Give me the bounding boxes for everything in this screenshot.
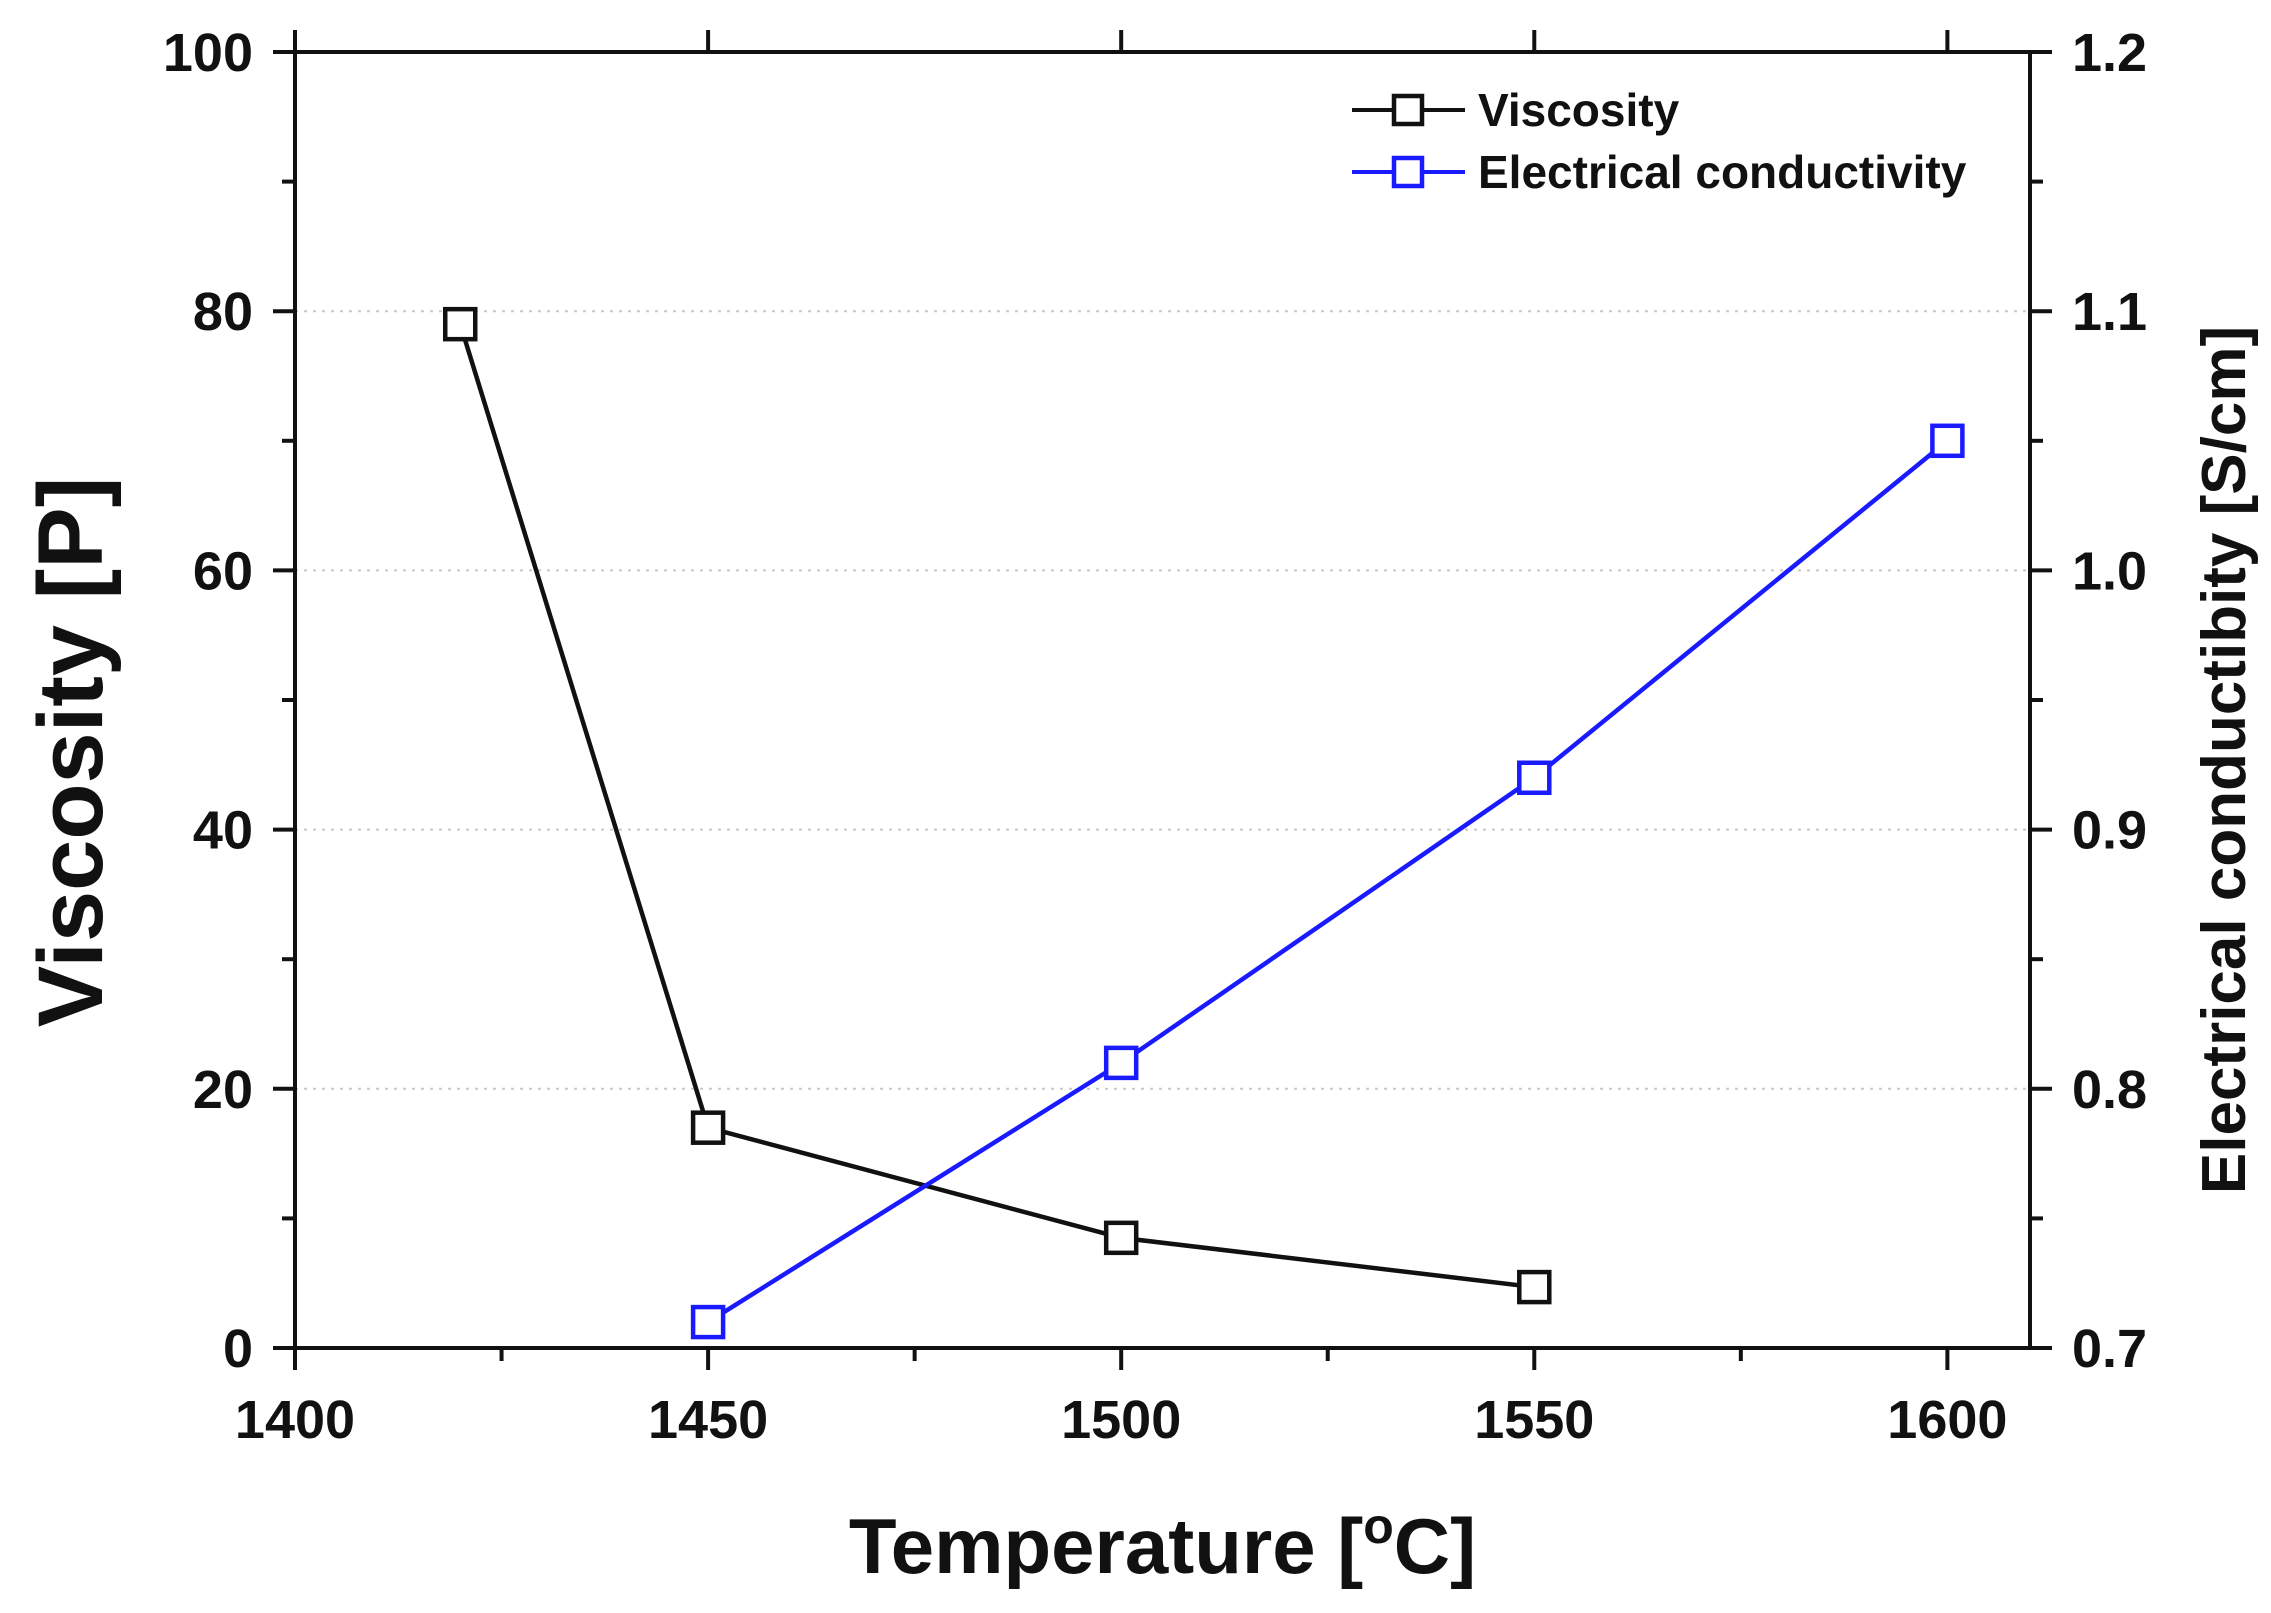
x-tick-label: 1400	[235, 1390, 355, 1450]
x-axis-title-end: C]	[1394, 1502, 1476, 1590]
data-point-electrical-conductivity	[1517, 760, 1552, 796]
right-y-tick-label: 1.0	[2072, 541, 2147, 601]
left-y-tick-label: 20	[193, 1060, 253, 1120]
x-tick-label: 1450	[648, 1390, 768, 1450]
data-point-viscosity	[1517, 1269, 1552, 1305]
x-axis-title-superscript: o	[1363, 1498, 1394, 1554]
data-point-viscosity	[690, 1110, 726, 1145]
right-y-tick-label: 1.1	[2072, 282, 2147, 342]
left-y-axis-title: Viscosity [P]	[20, 477, 122, 1028]
x-axis-title-main: Temperature [	[849, 1502, 1363, 1590]
legend-label: Electrical conductivity	[1478, 146, 1967, 198]
right-y-tick-label: 1.2	[2072, 23, 2147, 83]
right-y-axis-ticks: 0.7 0.8 0.9 1.0 1.1 1.2	[2030, 23, 2147, 1379]
x-tick-label: 1600	[1887, 1390, 2007, 1450]
left-y-tick-label: 40	[193, 801, 253, 861]
legend-swatch-marker	[1391, 93, 1425, 127]
series-line-electrical-conductivity	[706, 439, 1949, 1324]
right-y-tick-label: 0.8	[2072, 1060, 2147, 1120]
right-y-tick-label: 0.7	[2072, 1319, 2147, 1379]
left-y-tick-label: 0	[223, 1319, 253, 1379]
x-axis-title: Temperature [oC]	[849, 1498, 1476, 1590]
data-point-viscosity	[1103, 1220, 1139, 1256]
right-y-axis-title: Electrical conductibity [S/cm]	[2190, 326, 2259, 1194]
left-y-tick-label: 80	[193, 282, 253, 342]
data-point-electrical-conductivity	[690, 1304, 726, 1340]
legend-item-viscosity: Viscosity	[1352, 84, 1680, 136]
legend: Viscosity Electrical conductivity	[1352, 84, 1967, 198]
data-point-electrical-conductivity	[1930, 423, 1965, 459]
grid-lines	[295, 310, 2030, 1090]
left-y-axis-ticks: 0 20 40 60 80 100	[163, 23, 295, 1379]
data-point-electrical-conductivity	[1103, 1045, 1139, 1081]
legend-item-electrical-conductivity: Electrical conductivity	[1352, 146, 1967, 198]
series-line-viscosity	[458, 323, 1535, 1290]
x-tick-label: 1550	[1474, 1390, 1594, 1450]
left-y-tick-label: 100	[163, 23, 253, 83]
legend-swatch-marker	[1391, 155, 1425, 189]
plot-frame	[293, 50, 2032, 1350]
series-layer	[442, 306, 1965, 1340]
data-point-viscosity	[442, 306, 478, 342]
right-y-tick-label: 0.9	[2072, 801, 2147, 861]
x-axis-ticks: 1400 1450 1500 1550 1600	[235, 30, 2007, 1450]
x-tick-label: 1500	[1061, 1390, 1181, 1450]
legend-label: Viscosity	[1478, 84, 1680, 136]
left-y-tick-label: 60	[193, 541, 253, 601]
